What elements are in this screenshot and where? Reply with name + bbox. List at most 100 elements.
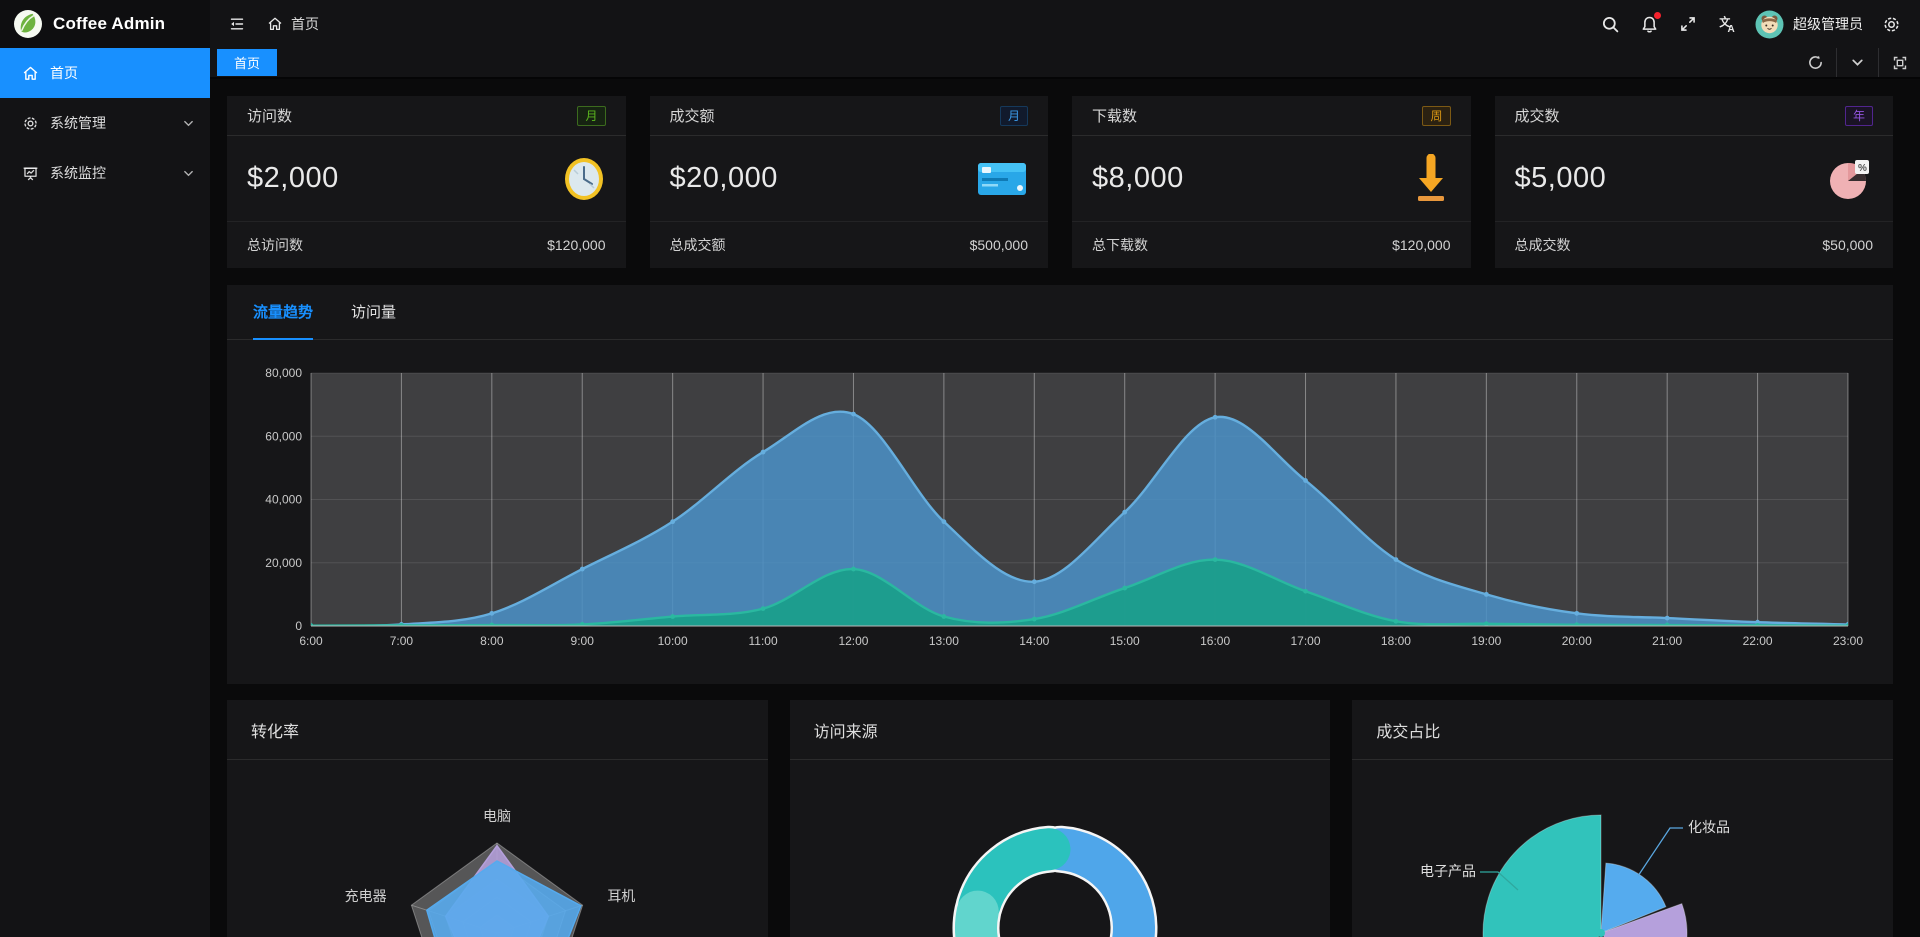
stat-card-footer-value: $120,000	[547, 236, 606, 253]
svg-text:8:00: 8:00	[480, 634, 504, 648]
stat-card-footer-value: $500,000	[969, 236, 1028, 253]
sidebar: Coffee Admin 首页系统管理系统监控	[0, 0, 210, 937]
trend-tab-visits[interactable]: 访问量	[351, 285, 396, 340]
svg-text:0: 0	[295, 619, 302, 633]
stat-card-value: $2,000	[247, 162, 339, 194]
monitor-icon	[22, 165, 39, 182]
home-icon	[266, 11, 284, 37]
svg-text:60,000: 60,000	[265, 429, 302, 443]
download-icon	[1411, 153, 1451, 204]
stat-card-title: 成交数	[1514, 108, 1560, 125]
stat-cards-row: 访问数 月 $2,000 总访问数 $120,000 成交额 月 $20,000 总成交额 $50…	[227, 96, 1893, 268]
stat-card-title: 成交额	[669, 108, 715, 125]
svg-text:40,000: 40,000	[265, 493, 302, 507]
stat-card-body: $8,000	[1072, 136, 1471, 221]
chevron-down-icon	[183, 118, 194, 129]
svg-text:9:00: 9:00	[571, 634, 595, 648]
stat-card-footer-value: $120,000	[1392, 236, 1451, 253]
stat-card-period-badge: 月	[999, 105, 1028, 126]
stat-card-header: 成交额 月	[649, 96, 1048, 136]
tab-strip: 首页	[210, 48, 1920, 79]
stat-card-footer-label: 总成交额	[669, 236, 726, 253]
stat-card-body: $2,000	[227, 136, 626, 221]
svg-text:文: 文	[1719, 15, 1731, 29]
panel-sources-title: 访问来源	[789, 700, 1331, 760]
avatar	[1755, 10, 1784, 39]
search-icon[interactable]	[1595, 11, 1625, 37]
user-name: 超级管理员	[1793, 16, 1863, 32]
svg-text:17:00: 17:00	[1291, 634, 1321, 648]
panel-sources: 访问来源	[789, 700, 1331, 937]
sidebar-item-label: 系统监控	[50, 165, 106, 181]
svg-text:80,000: 80,000	[265, 366, 302, 380]
user-menu[interactable]: 超级管理员	[1751, 10, 1867, 39]
trend-card: 流量趋势 访问量 0 20,000 40,000 60,000 80,000 6:00 7:…	[227, 285, 1893, 684]
sidebar-item-label: 首页	[50, 65, 78, 81]
collapse-sidebar-icon[interactable]	[224, 11, 250, 37]
tab-home[interactable]: 首页	[217, 49, 278, 76]
sidebar-item-home[interactable]: 首页	[0, 48, 210, 98]
bottom-row: 转化率 电脑 耳机 充电器 访问来源 成交占比 化妆品 电子产品	[227, 700, 1894, 937]
svg-text:20,000: 20,000	[265, 556, 302, 570]
svg-text:A: A	[1728, 24, 1735, 34]
stat-card-deals: 成交数 年 $5,000% 总成交数 $50,000	[1494, 96, 1894, 268]
svg-text:%: %	[1858, 163, 1867, 174]
fullscreen-icon[interactable]	[1673, 11, 1703, 37]
bell-icon[interactable]	[1634, 11, 1664, 37]
stat-card-footer-value: $50,000	[1822, 236, 1873, 253]
svg-text:23:00: 23:00	[1833, 634, 1863, 648]
svg-text:耳机: 耳机	[607, 888, 635, 904]
logo: Coffee Admin	[0, 0, 210, 48]
svg-text:21:00: 21:00	[1652, 634, 1682, 648]
panel-conversion: 转化率 电脑 耳机 充电器	[227, 700, 768, 937]
stat-card-value: $5,000	[1514, 162, 1607, 194]
stat-card-value: $8,000	[1092, 162, 1184, 194]
maximize-icon[interactable]	[1878, 48, 1920, 77]
stat-card-footer-label: 总访问数	[247, 236, 303, 253]
traffic-area-chart: 0 20,000 40,000 60,000 80,000 6:00 7:00 8:00 9:0…	[265, 366, 1863, 648]
stat-card-header: 下载数 周	[1072, 96, 1471, 136]
sidebar-item-label: 系统管理	[50, 115, 106, 131]
gear-icon	[22, 115, 39, 132]
svg-text:16:00: 16:00	[1200, 634, 1230, 648]
stat-card-footer-label: 总成交数	[1514, 236, 1571, 253]
stat-card-header: 访问数 月	[227, 96, 626, 136]
settings-gear-icon[interactable]	[1876, 11, 1906, 37]
svg-text:充电器: 充电器	[345, 888, 387, 904]
stat-card-visits: 访问数 月 $2,000 总访问数 $120,000	[227, 96, 626, 268]
stat-card-period-badge: 年	[1844, 105, 1873, 126]
stat-card-footer: 总下载数 $120,000	[1072, 221, 1471, 267]
chevron-down-icon[interactable]	[1836, 48, 1878, 77]
trend-tabs: 流量趋势 访问量	[227, 285, 1893, 340]
app-title: Coffee Admin	[53, 14, 166, 33]
svg-text:7:00: 7:00	[390, 634, 414, 648]
breadcrumb[interactable]: 首页	[266, 11, 319, 37]
tab-controls	[1794, 48, 1920, 77]
sources-donut-chart	[952, 825, 1158, 937]
stat-card-title: 访问数	[247, 108, 293, 125]
stat-card-body: $5,000%	[1495, 136, 1894, 221]
svg-text:14:00: 14:00	[1019, 634, 1049, 648]
svg-text:18:00: 18:00	[1381, 634, 1411, 648]
sidebar-menu: 首页系统管理系统监控	[0, 48, 210, 198]
stat-card-period-badge: 周	[1422, 105, 1451, 126]
svg-text:电脑: 电脑	[483, 808, 511, 824]
stat-card-period-badge: 月	[577, 105, 606, 126]
credit-card-icon	[976, 159, 1028, 199]
trend-tab-traffic[interactable]: 流量趋势	[253, 285, 314, 340]
svg-text:化妆品: 化妆品	[1688, 819, 1730, 835]
sidebar-item-system-monitor[interactable]: 系统监控	[0, 148, 210, 198]
svg-text:13:00: 13:00	[929, 634, 959, 648]
stat-card-footer-label: 总下载数	[1092, 236, 1148, 253]
svg-text:19:00: 19:00	[1471, 634, 1501, 648]
navbar: 首页	[210, 0, 1920, 48]
refresh-icon[interactable]	[1794, 48, 1836, 77]
stat-card-turnover: 成交额 月 $20,000 总成交额 $500,000	[649, 96, 1049, 268]
stat-card-body: $20,000	[650, 136, 1049, 221]
translate-icon[interactable]: 文 A	[1712, 11, 1742, 37]
stat-card-downloads: 下载数 周 $8,000 总下载数 $120,000	[1072, 96, 1471, 268]
spring-leaf-logo-icon	[13, 9, 43, 39]
sidebar-item-system-management[interactable]: 系统管理	[0, 98, 210, 148]
